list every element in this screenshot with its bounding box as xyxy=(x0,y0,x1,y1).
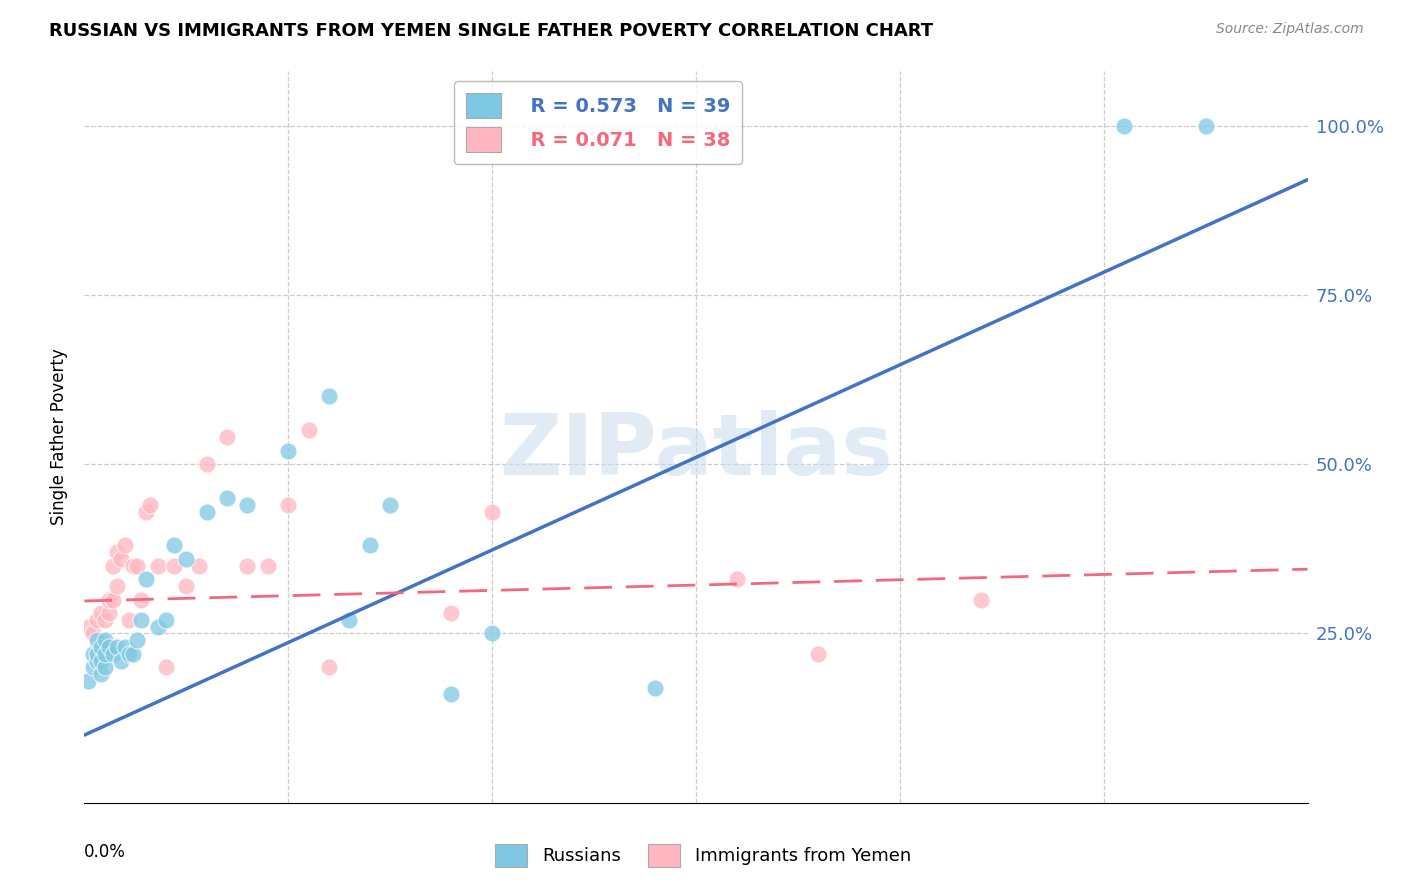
Point xyxy=(90,640,112,654)
Point xyxy=(339,613,361,627)
Point xyxy=(105,545,128,559)
Point xyxy=(101,558,124,573)
Point xyxy=(217,491,239,505)
Point xyxy=(77,673,100,688)
Point xyxy=(481,505,503,519)
Point xyxy=(90,633,112,648)
Point xyxy=(131,592,153,607)
Point xyxy=(82,660,104,674)
Point xyxy=(138,498,160,512)
Point xyxy=(82,626,104,640)
Point xyxy=(318,660,340,674)
Point xyxy=(86,647,108,661)
Point xyxy=(481,626,503,640)
Point xyxy=(93,613,115,627)
Point xyxy=(90,606,112,620)
Point xyxy=(127,558,149,573)
Point xyxy=(93,633,115,648)
Point xyxy=(97,640,120,654)
Point xyxy=(127,633,149,648)
Point xyxy=(277,498,299,512)
Point xyxy=(380,498,402,512)
Point xyxy=(146,558,169,573)
Point xyxy=(217,430,239,444)
Text: ZIPatlas: ZIPatlas xyxy=(499,410,893,493)
Point xyxy=(644,681,666,695)
Point xyxy=(807,647,830,661)
Point xyxy=(1195,119,1218,133)
Point xyxy=(131,613,153,627)
Text: Source: ZipAtlas.com: Source: ZipAtlas.com xyxy=(1216,22,1364,37)
Point xyxy=(135,505,157,519)
Point xyxy=(110,552,132,566)
Point xyxy=(82,647,104,661)
Y-axis label: Single Father Poverty: Single Father Poverty xyxy=(51,349,69,525)
Text: 0.0%: 0.0% xyxy=(84,843,127,861)
Point xyxy=(440,606,463,620)
Point xyxy=(359,538,381,552)
Point xyxy=(114,538,136,552)
Point xyxy=(118,647,141,661)
Point xyxy=(101,592,124,607)
Point xyxy=(155,660,177,674)
Text: RUSSIAN VS IMMIGRANTS FROM YEMEN SINGLE FATHER POVERTY CORRELATION CHART: RUSSIAN VS IMMIGRANTS FROM YEMEN SINGLE … xyxy=(49,22,934,40)
Point xyxy=(298,423,321,437)
Point xyxy=(135,572,157,586)
Point xyxy=(86,613,108,627)
Point xyxy=(118,613,141,627)
Point xyxy=(110,654,132,668)
Point xyxy=(90,654,112,668)
Legend:   R = 0.573   N = 39,   R = 0.071   N = 38: R = 0.573 N = 39, R = 0.071 N = 38 xyxy=(454,81,742,164)
Point xyxy=(970,592,993,607)
Point xyxy=(97,606,120,620)
Point xyxy=(277,443,299,458)
Point xyxy=(146,620,169,634)
Point xyxy=(93,660,115,674)
Point xyxy=(1114,119,1136,133)
Point xyxy=(105,579,128,593)
Point xyxy=(93,640,115,654)
Point xyxy=(174,579,197,593)
Point xyxy=(195,505,218,519)
Point xyxy=(77,620,100,634)
Point xyxy=(93,647,115,661)
Point xyxy=(725,572,748,586)
Point xyxy=(155,613,177,627)
Point xyxy=(318,389,340,403)
Point xyxy=(236,558,259,573)
Point xyxy=(86,633,108,648)
Point xyxy=(90,667,112,681)
Point xyxy=(163,538,186,552)
Point xyxy=(195,457,218,471)
Point xyxy=(86,654,108,668)
Point xyxy=(163,558,186,573)
Point xyxy=(122,647,145,661)
Point xyxy=(97,592,120,607)
Point xyxy=(257,558,280,573)
Point xyxy=(236,498,259,512)
Point xyxy=(105,640,128,654)
Point xyxy=(101,647,124,661)
Point xyxy=(114,640,136,654)
Point xyxy=(187,558,209,573)
Point xyxy=(122,558,145,573)
Legend: Russians, Immigrants from Yemen: Russians, Immigrants from Yemen xyxy=(488,837,918,874)
Point xyxy=(440,688,463,702)
Point xyxy=(174,552,197,566)
